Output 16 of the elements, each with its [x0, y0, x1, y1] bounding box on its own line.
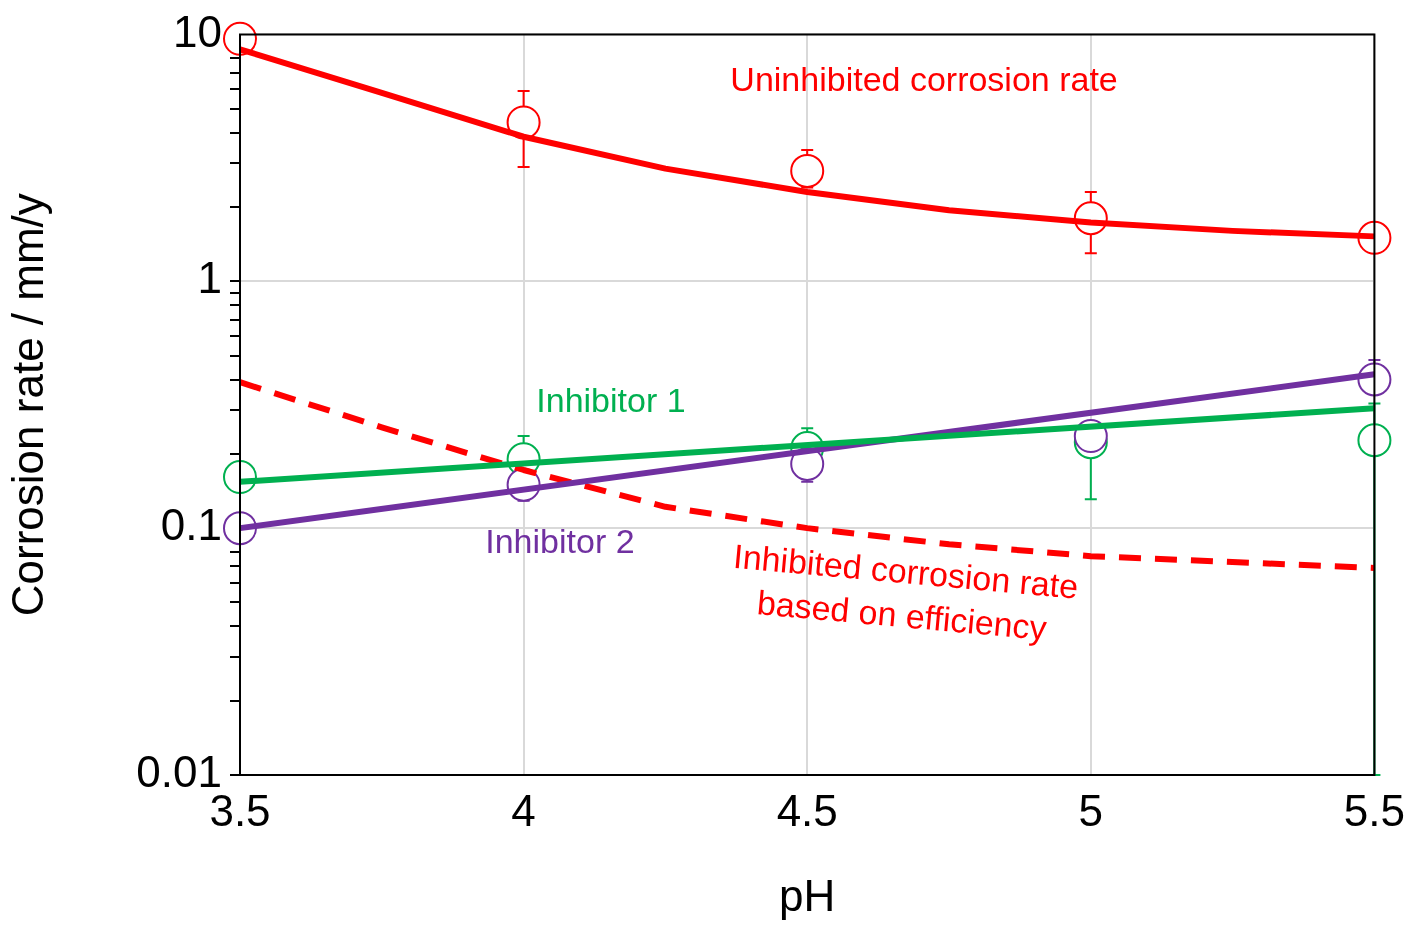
- x-tick-label: 4: [511, 785, 536, 835]
- annotation: Inhibited corrosion rate based on efficiency: [731, 536, 1080, 648]
- y-tick-label: 1: [197, 253, 222, 303]
- x-axis-title: pH: [779, 870, 836, 920]
- x-tick-label: 4.5: [776, 785, 838, 835]
- point: [223, 21, 257, 56]
- point: [1357, 423, 1392, 458]
- annotation: Inhibitor 1: [536, 380, 686, 419]
- annotation: Inhibitor 2: [485, 521, 635, 560]
- y-tick-label: 10: [173, 6, 222, 56]
- point: [790, 153, 825, 188]
- y-tick-label: 0.1: [160, 500, 222, 550]
- x-tick-label: 5.5: [1343, 785, 1405, 835]
- x-tick-label: 5: [1078, 785, 1104, 835]
- y-axis-title: Corrosion rate / mm/y: [2, 193, 52, 617]
- annotation: Uninhibited corrosion rate: [730, 60, 1118, 99]
